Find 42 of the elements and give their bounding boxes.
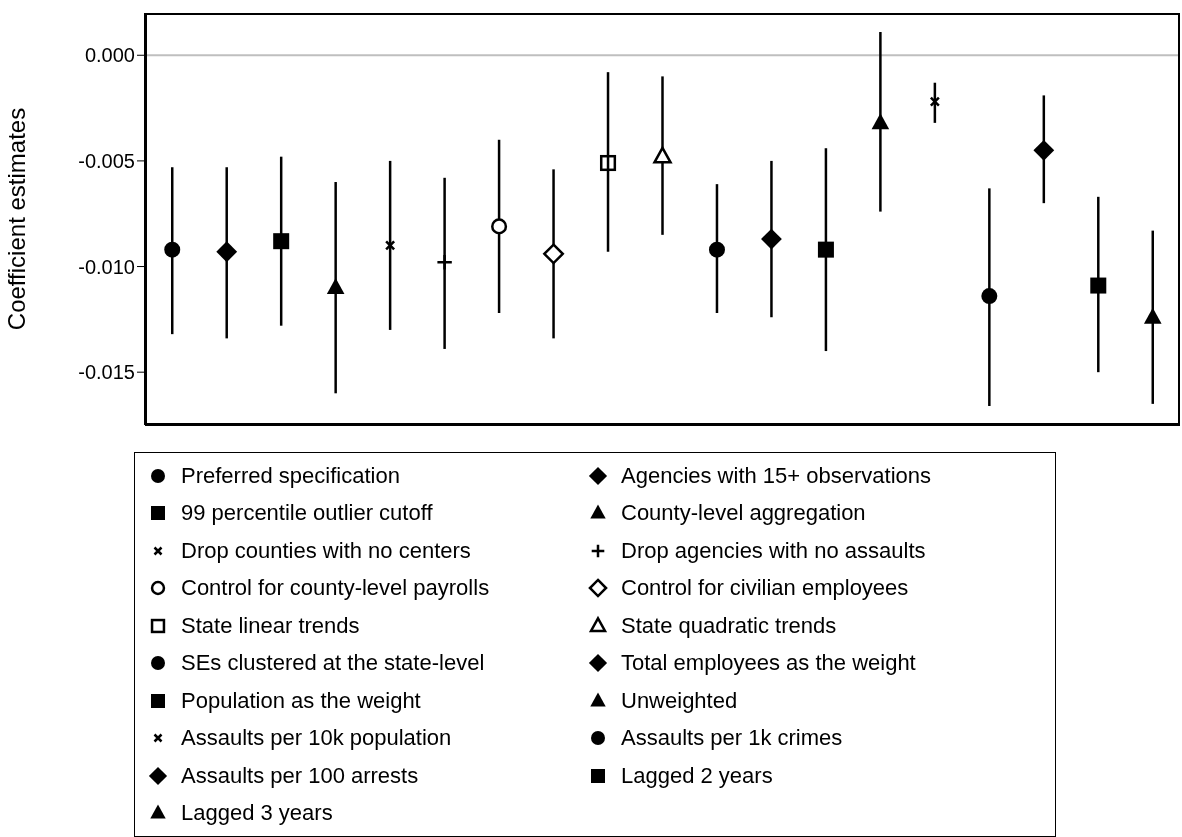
legend-label: Total employees as the weight [621, 650, 916, 677]
legend-label: Assaults per 1k crimes [621, 725, 843, 752]
point [817, 241, 834, 258]
point [543, 243, 564, 265]
legend-label: County-level aggregation [621, 500, 866, 527]
y-axis-title: Coefficient estimates [2, 107, 30, 331]
point [164, 241, 181, 258]
legend-label: Assaults per 10k population [181, 725, 452, 752]
point [1033, 139, 1055, 161]
y-tick-label: 0.000 [84, 44, 135, 67]
point [653, 146, 672, 164]
legend-label: Lagged 2 years [621, 762, 773, 789]
legend-label: Control for civilian employees [621, 575, 909, 602]
point [981, 288, 998, 305]
point [599, 154, 617, 172]
point [273, 233, 290, 250]
legend-label: Unweighted [621, 687, 738, 714]
legend-label: SEs clustered at the state-level [181, 650, 485, 677]
point [1090, 277, 1107, 294]
legend-label: State linear trends [181, 612, 360, 639]
point [216, 241, 238, 263]
legend-label: Assaults per 100 arrests [181, 762, 419, 789]
legend-label: Agencies with 15+ observations [621, 462, 932, 489]
legend-label: 99 percentile outlier cutoff [181, 500, 433, 527]
legend-label: Drop counties with no centers [181, 537, 471, 564]
y-tick-label: -0.005 [78, 150, 135, 172]
y-tick-label: -0.015 [78, 361, 135, 384]
point [1143, 307, 1162, 324]
y-tick-label: -0.010 [78, 255, 135, 278]
legend-label: Preferred specification [181, 462, 400, 489]
point [761, 228, 782, 250]
point [384, 240, 396, 251]
legend-label: Lagged 3 years [181, 800, 333, 827]
point [871, 113, 890, 130]
legend-label: State quadratic trends [621, 612, 837, 639]
legend-label: Population as the weight [181, 687, 421, 714]
point [929, 96, 941, 107]
legend-label: Control for county-level payrolls [181, 575, 490, 602]
point [326, 278, 345, 295]
legend-label: Drop agencies with no assaults [621, 537, 926, 564]
point [491, 218, 508, 235]
point [708, 241, 725, 258]
